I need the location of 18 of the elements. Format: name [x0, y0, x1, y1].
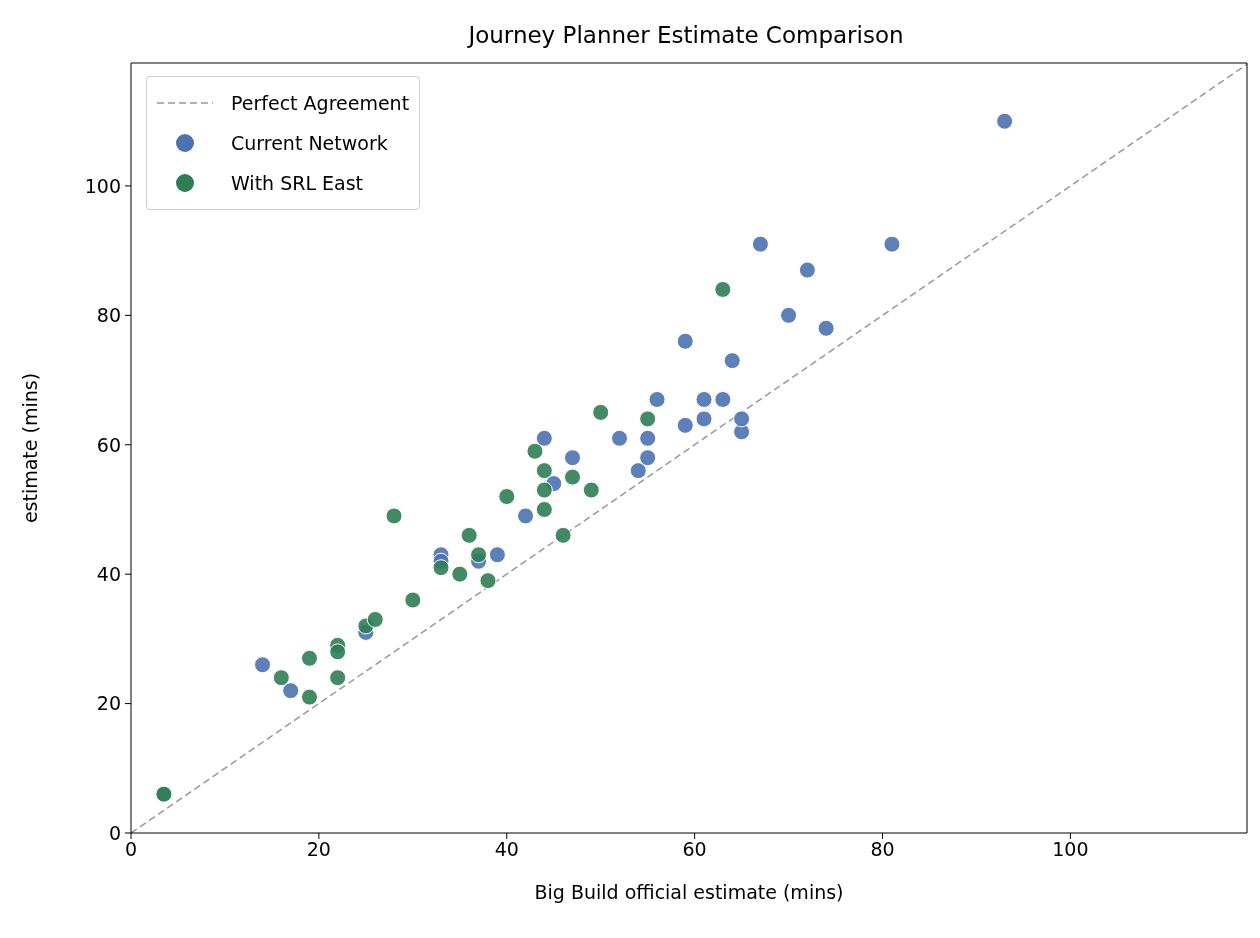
y-tick-label: 40 — [96, 562, 121, 585]
legend-label: Perfect Agreement — [231, 92, 410, 114]
y-tick-label: 80 — [96, 304, 121, 327]
legend-label: Current Network — [231, 132, 388, 154]
y-tick-label: 20 — [96, 692, 121, 715]
x-axis-title: Big Build official estimate (mins) — [534, 881, 844, 903]
x-tick-label: 100 — [1052, 838, 1089, 861]
chart-title: Journey Planner Estimate Comparison — [466, 22, 905, 48]
y-tick-label: 60 — [96, 433, 121, 456]
y-axis-title: estimate (mins) — [18, 372, 41, 524]
x-tick-label: 0 — [124, 838, 138, 861]
x-tick-label: 80 — [870, 838, 895, 861]
x-tick-label: 20 — [306, 838, 331, 861]
legend-label: With SRL East — [231, 172, 364, 194]
x-tick-label: 40 — [494, 838, 519, 861]
y-tick-label: 100 — [84, 174, 121, 197]
y-tick-label: 0 — [108, 821, 121, 844]
x-tick-label: 60 — [682, 838, 707, 861]
